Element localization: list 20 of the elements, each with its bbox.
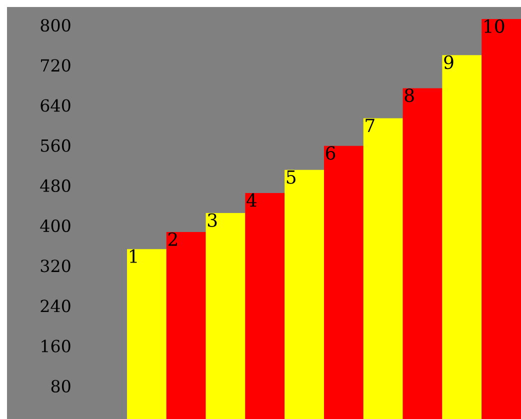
y-tick-label: 800 — [40, 19, 70, 32]
y-tick-label: 320 — [40, 260, 70, 272]
y-tick-label: 720 — [41, 59, 70, 72]
y-tick-label: 560 — [41, 139, 70, 152]
y-tick-label: 160 — [42, 340, 70, 352]
y-tick-label: 240 — [40, 300, 70, 312]
x-tick-label: 1 — [130, 249, 137, 263]
y-tick-label: 80 — [51, 380, 70, 392]
x-tick-label: 5 — [286, 170, 296, 184]
x-tick-label: 9 — [444, 55, 454, 70]
x-tick-label: 2 — [168, 232, 177, 246]
x-tick-label: 6 — [326, 146, 336, 160]
y-tick-label: 480 — [40, 179, 70, 192]
x-tick-label: 8 — [404, 88, 414, 102]
x-tick-label: 10 — [484, 19, 504, 34]
x-tick-label: 3 — [208, 213, 217, 227]
x-tick-label: 7 — [366, 118, 374, 132]
y-tick-label: 400 — [40, 219, 70, 232]
x-tick-label: 4 — [246, 193, 257, 207]
y-tick-label: 640 — [40, 99, 70, 112]
